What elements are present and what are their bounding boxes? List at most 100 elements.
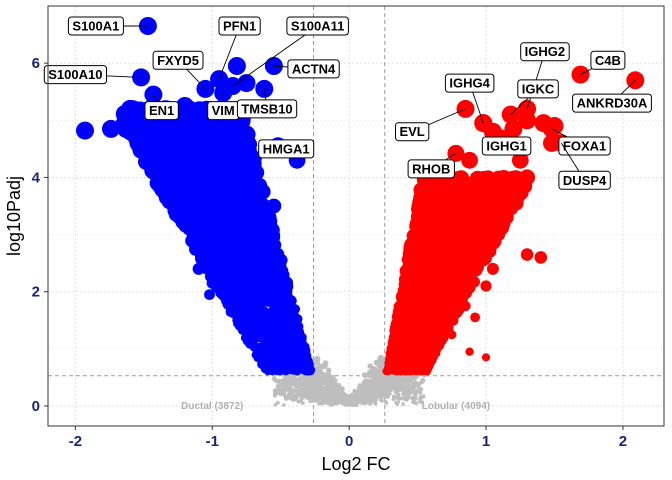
data-point xyxy=(377,354,384,362)
gene-label-ighg2: IGHG2 xyxy=(520,42,570,62)
data-point xyxy=(378,363,385,370)
data-point xyxy=(298,375,304,380)
data-point xyxy=(354,402,359,406)
data-point xyxy=(471,223,485,238)
data-point xyxy=(240,167,257,184)
data-point xyxy=(263,338,273,348)
data-point xyxy=(326,367,332,373)
data-point xyxy=(424,295,436,306)
data-point xyxy=(384,358,393,367)
gene-label-text: FOXA1 xyxy=(563,139,606,154)
data-point xyxy=(485,192,501,208)
gene-label-box xyxy=(590,50,626,70)
y-tick-label: 2 xyxy=(32,284,40,301)
gene-label-box xyxy=(517,79,559,99)
data-point xyxy=(379,389,385,394)
data-point xyxy=(393,359,402,367)
data-point xyxy=(425,339,435,349)
data-point xyxy=(337,400,341,405)
data-point xyxy=(483,239,497,253)
data-point xyxy=(394,389,400,394)
data-point xyxy=(192,262,205,275)
data-point xyxy=(425,362,434,371)
y-tick-label: 6 xyxy=(32,55,40,72)
data-point xyxy=(238,310,248,320)
gene-label-text: EVL xyxy=(399,124,424,139)
gene-label-foxa1: FOXA1 xyxy=(558,136,611,156)
data-point xyxy=(264,367,272,376)
data-point xyxy=(445,248,459,262)
data-point xyxy=(336,382,342,388)
data-point xyxy=(275,400,280,405)
gene-label-s100a11: S100A11 xyxy=(286,16,349,36)
data-point xyxy=(379,374,386,380)
gene-label-ankrd30a: ANKRD30A xyxy=(572,93,652,113)
data-point xyxy=(382,393,387,398)
data-point xyxy=(305,388,311,393)
data-point xyxy=(315,365,321,372)
data-point xyxy=(439,282,452,294)
data-point xyxy=(492,220,506,235)
data-point xyxy=(397,349,406,358)
y-axis-title: log10Padj xyxy=(4,176,24,256)
data-point xyxy=(230,178,247,195)
gene-label-tmsb10: TMSB10 xyxy=(236,99,298,119)
data-point xyxy=(287,354,296,363)
data-point xyxy=(256,237,270,251)
data-point xyxy=(361,372,367,378)
gene-label-text: RHOB xyxy=(412,161,450,176)
data-point xyxy=(429,202,445,217)
gene-label-c4b: C4B xyxy=(590,50,626,70)
data-point xyxy=(383,383,389,389)
data-point xyxy=(314,356,321,363)
data-point xyxy=(419,395,424,400)
points-layer xyxy=(76,17,645,408)
data-point xyxy=(280,366,289,375)
data-point xyxy=(284,396,289,401)
gene-label-box xyxy=(236,99,298,119)
data-point xyxy=(246,320,257,331)
data-point xyxy=(308,399,313,404)
group-label-0: Ductal (3872) xyxy=(181,401,243,412)
data-point xyxy=(233,318,244,328)
gene-label-box xyxy=(286,16,349,36)
gene-label-box xyxy=(558,136,611,156)
data-point xyxy=(269,253,282,266)
data-point xyxy=(260,221,275,235)
gene-label-en1: EN1 xyxy=(144,101,179,121)
data-point xyxy=(420,332,430,342)
data-point xyxy=(486,262,499,275)
data-point xyxy=(314,397,319,402)
data-point xyxy=(423,280,435,292)
gene-label-text: S100A10 xyxy=(48,67,102,82)
data-point xyxy=(294,391,300,396)
data-point xyxy=(157,186,173,202)
data-point xyxy=(400,382,406,388)
data-point xyxy=(227,57,246,75)
gene-label-ighg4: IGHG4 xyxy=(444,73,495,93)
data-point xyxy=(320,376,326,382)
data-point xyxy=(325,401,330,406)
data-point xyxy=(471,178,488,194)
data-point xyxy=(370,393,375,398)
data-point xyxy=(359,398,364,403)
gene-label-s100a1: S100A1 xyxy=(67,16,124,36)
data-point xyxy=(389,379,395,384)
data-point xyxy=(256,253,269,266)
data-point xyxy=(450,206,466,221)
data-point xyxy=(365,391,370,396)
data-point xyxy=(303,382,308,388)
data-point xyxy=(470,312,480,323)
data-point xyxy=(249,261,262,274)
data-point xyxy=(332,377,338,383)
gene-label-evl: EVL xyxy=(395,122,430,142)
data-point xyxy=(220,117,239,136)
data-point xyxy=(272,393,278,398)
data-point xyxy=(292,381,298,387)
data-point xyxy=(282,403,286,407)
data-point xyxy=(298,391,303,396)
data-point xyxy=(299,387,304,392)
data-point xyxy=(460,300,471,312)
x-tick-label: 1 xyxy=(482,433,490,450)
data-point xyxy=(319,372,325,378)
